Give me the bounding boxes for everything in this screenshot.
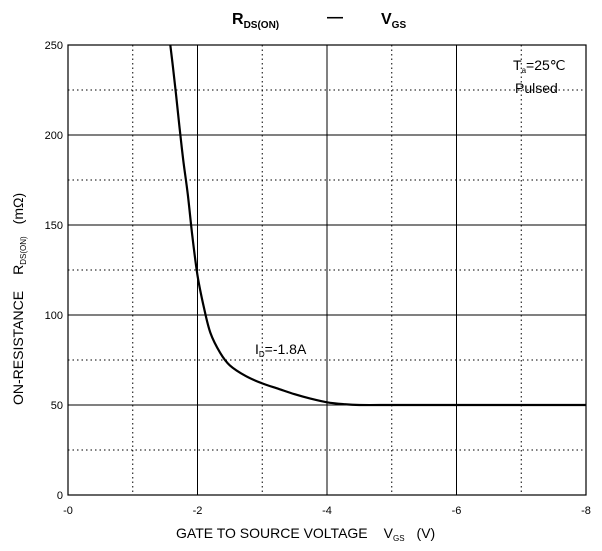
condition-pulsed: Pulsed <box>515 80 558 96</box>
chart-title-separator: — <box>327 9 343 26</box>
grid-major <box>68 45 586 495</box>
y-tick-label: 200 <box>45 130 63 142</box>
series-line <box>169 44 586 407</box>
chart-title-right: VGS <box>381 11 406 31</box>
y-tick-label: 0 <box>57 490 63 502</box>
x-tick-label: -4 <box>322 505 332 517</box>
x-tick-label: -6 <box>452 505 462 517</box>
y-tick-label: 50 <box>51 400 63 412</box>
y-tick-label: 250 <box>45 40 63 52</box>
x-tick-labels: -0 -2 -4 -6 -8 <box>63 505 591 517</box>
curve-label: ID=-1.8A <box>255 341 307 359</box>
y-tick-labels: 0 50 100 150 200 250 <box>45 40 63 502</box>
condition-temperature: Ta=25℃ <box>513 57 566 75</box>
plot-frame <box>67 44 587 496</box>
x-tick-label: -2 <box>193 505 203 517</box>
y-axis-label: ON-RESISTANCERDS(ON)(mΩ) <box>10 193 28 405</box>
chart-title-left: RDS(ON) <box>232 11 279 31</box>
grid-minor <box>68 45 586 495</box>
x-tick-label: -0 <box>63 505 73 517</box>
x-axis-label: GATE TO SOURCE VOLTAGE VGS (V) <box>176 525 435 543</box>
y-tick-label: 150 <box>45 220 63 232</box>
x-tick-label: -8 <box>581 505 591 517</box>
y-tick-label: 100 <box>45 310 63 322</box>
